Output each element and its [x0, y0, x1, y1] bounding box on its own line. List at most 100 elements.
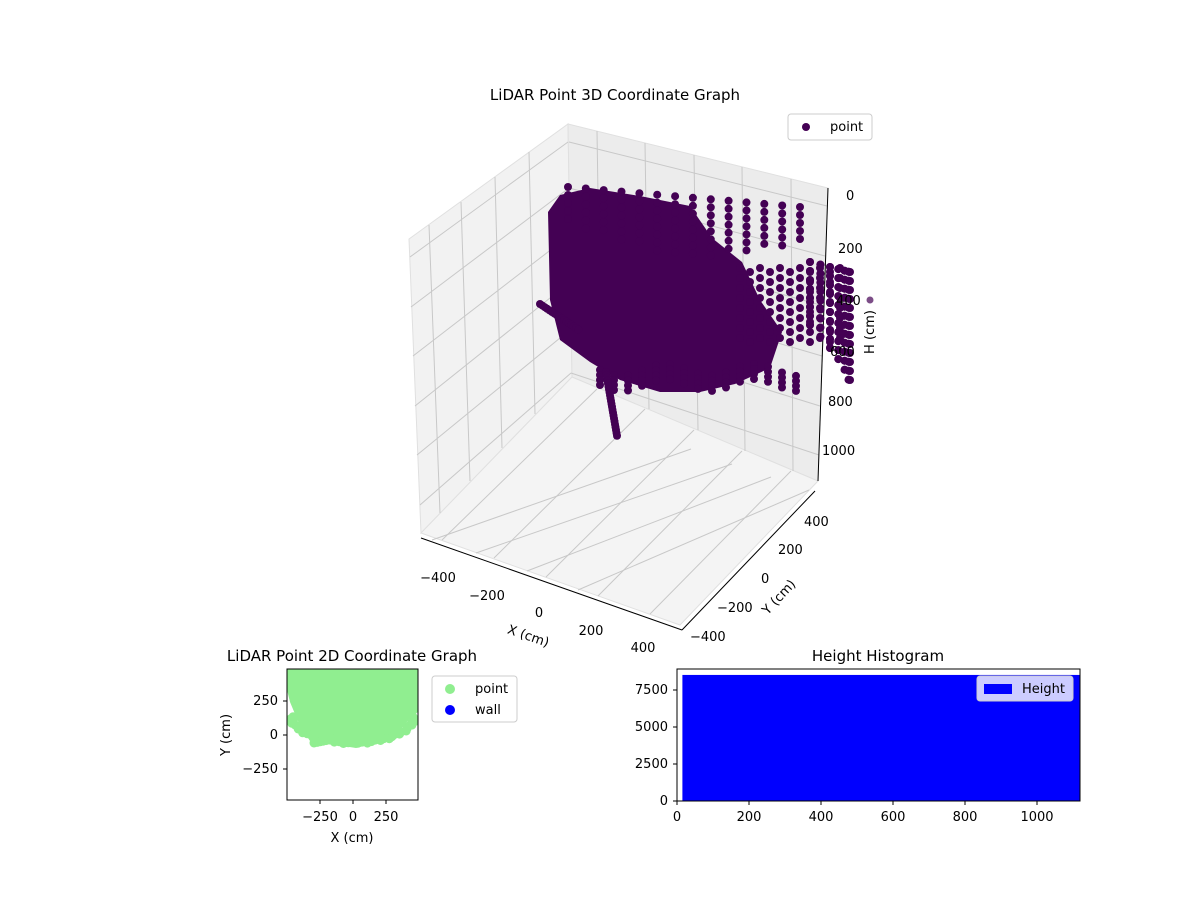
x-tick-label: 250: [374, 810, 399, 825]
point-3d: [786, 318, 794, 326]
point-3d: [834, 355, 843, 364]
point-3d: [653, 206, 662, 215]
point-cloud-core: [548, 188, 782, 392]
legend-label: Height: [1022, 682, 1065, 697]
point-3d: [599, 210, 608, 219]
legend-marker-point: [802, 123, 810, 131]
point-3d: [666, 375, 674, 384]
y-tick-label: 5000: [635, 720, 668, 735]
point-3d: [766, 278, 774, 286]
point-3d: [599, 186, 608, 195]
point-cloud-2d: [287, 669, 418, 748]
point-3d: [706, 243, 715, 252]
point-3d: [756, 324, 764, 332]
point-3d: [599, 194, 608, 203]
point-3d: [724, 236, 733, 245]
x-tick-label: 400: [631, 641, 656, 656]
point-3d: [778, 209, 787, 218]
y-tick-label: 0: [660, 794, 668, 809]
point-3d: [635, 189, 644, 198]
point-3d: [760, 199, 769, 208]
point-2d: [339, 732, 349, 742]
point-3d: [796, 304, 804, 312]
y-tick-label: 250: [253, 694, 278, 709]
point-3d: [776, 334, 784, 342]
point-3d: [635, 229, 644, 238]
x-tick-label: −400: [420, 571, 456, 586]
point-3d: [671, 192, 680, 201]
point-3d: [688, 241, 697, 250]
y-tick-label: −200: [717, 601, 753, 616]
point-3d: [760, 239, 769, 248]
point-3d: [746, 338, 754, 346]
point-3d: [671, 216, 680, 225]
z-tick-label: 200: [838, 242, 863, 257]
point-3d: [826, 298, 834, 306]
point-3d: [688, 233, 697, 242]
point-3d: [816, 264, 824, 272]
point-3d: [724, 196, 733, 205]
point-3d: [638, 381, 646, 390]
point-3d: [736, 304, 744, 312]
point-3d: [826, 328, 834, 336]
point-3d: [796, 284, 804, 292]
point-3d: [688, 249, 697, 258]
legend-label: wall: [475, 703, 501, 718]
point-3d: [756, 314, 764, 322]
point-3d: [653, 230, 662, 239]
point-3d: [766, 318, 774, 326]
point-3d: [826, 288, 834, 296]
point-3d: [736, 274, 744, 282]
point-3d: [840, 356, 849, 365]
point-3d: [635, 237, 644, 246]
point-3d: [736, 334, 744, 342]
legend-marker-wall: [445, 705, 455, 715]
point-3d: [778, 233, 787, 242]
point-3d: [796, 264, 804, 272]
point-3d: [806, 288, 814, 296]
point-cloud-3d: [536, 183, 854, 440]
point-3d: [736, 284, 744, 292]
point-3d: [581, 184, 590, 193]
point-3d: [724, 220, 733, 229]
point-3d: [816, 274, 824, 282]
point-3d: [834, 346, 843, 355]
point-3d: [796, 294, 804, 302]
plot-frame-histogram: [676, 668, 1081, 802]
point-3d: [760, 223, 769, 232]
point-3d: [635, 213, 644, 222]
point-3d: [688, 193, 697, 202]
y-tick-label: 400: [804, 515, 829, 530]
y-tick-label: 200: [778, 543, 803, 558]
point-3d: [653, 214, 662, 223]
chart-3d-title: LiDAR Point 3D Coordinate Graph: [490, 86, 740, 104]
point-3d: [816, 294, 824, 302]
legend-3d: point: [787, 113, 873, 141]
point-3d: [806, 308, 814, 316]
point-3d: [635, 197, 644, 206]
point-3d: [756, 304, 764, 312]
point-3d: [826, 308, 834, 316]
point-3d: [776, 294, 784, 302]
point-3d: [778, 383, 786, 392]
point-3d: [724, 244, 733, 253]
point-3d: [806, 338, 814, 346]
point-3d: [836, 334, 844, 342]
point-3d: [746, 298, 754, 306]
point-3d: [742, 238, 751, 247]
point-3d: [766, 328, 774, 336]
point-3d: [564, 191, 572, 199]
point-3d: [746, 268, 754, 276]
legend-marker-point: [445, 684, 455, 694]
legend-2d: point wall: [431, 675, 518, 723]
point-3d: [750, 375, 758, 383]
point-3d: [806, 268, 814, 276]
point-3d: [806, 318, 814, 326]
point-3d: [581, 216, 590, 225]
point-3d: [776, 264, 784, 272]
point-3d: [796, 211, 804, 219]
point-3d: [653, 238, 662, 247]
point-3d: [617, 227, 626, 236]
point-3d: [722, 383, 730, 392]
point-3d: [796, 227, 804, 235]
